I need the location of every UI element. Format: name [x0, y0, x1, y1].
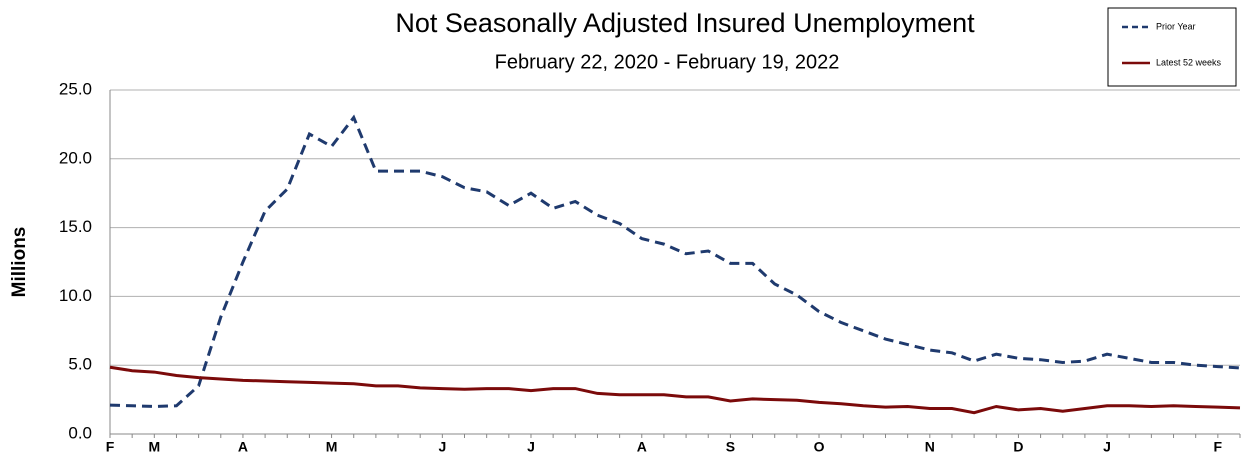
x-tick-label: O: [814, 439, 825, 455]
x-tick-label: S: [726, 439, 735, 455]
legend-label: Latest 52 weeks: [1156, 57, 1222, 67]
y-tick-label: 25.0: [59, 79, 92, 98]
x-tick-label: A: [238, 439, 248, 455]
y-tick-label: 20.0: [59, 148, 92, 167]
y-tick-label: 15.0: [59, 217, 92, 236]
x-tick-label: D: [1013, 439, 1023, 455]
series-line: [109, 365, 1241, 415]
x-tick-label: A: [637, 439, 647, 455]
y-tick-label: 0.0: [68, 423, 92, 442]
chart-title: Not Seasonally Adjusted Insured Unemploy…: [395, 8, 975, 38]
x-tick-label: J: [438, 439, 446, 455]
x-tick-label: N: [925, 439, 935, 455]
y-axis-label: Millions: [9, 227, 30, 298]
legend-box: [1107, 7, 1237, 87]
y-tick-label: 10.0: [59, 286, 92, 305]
x-tick-label: J: [527, 439, 535, 455]
x-tick-label: F: [106, 439, 115, 455]
x-tick-label: J: [1103, 439, 1111, 455]
x-tick-label: F: [1214, 439, 1223, 455]
chart-subtitle: February 22, 2020 - February 19, 2022: [495, 51, 840, 73]
legend-label: Prior Year: [1156, 21, 1196, 31]
x-tick-label: M: [326, 439, 338, 455]
y-tick-label: 5.0: [68, 355, 92, 374]
x-tick-label: M: [148, 439, 160, 455]
series-line: [109, 114, 1241, 408]
